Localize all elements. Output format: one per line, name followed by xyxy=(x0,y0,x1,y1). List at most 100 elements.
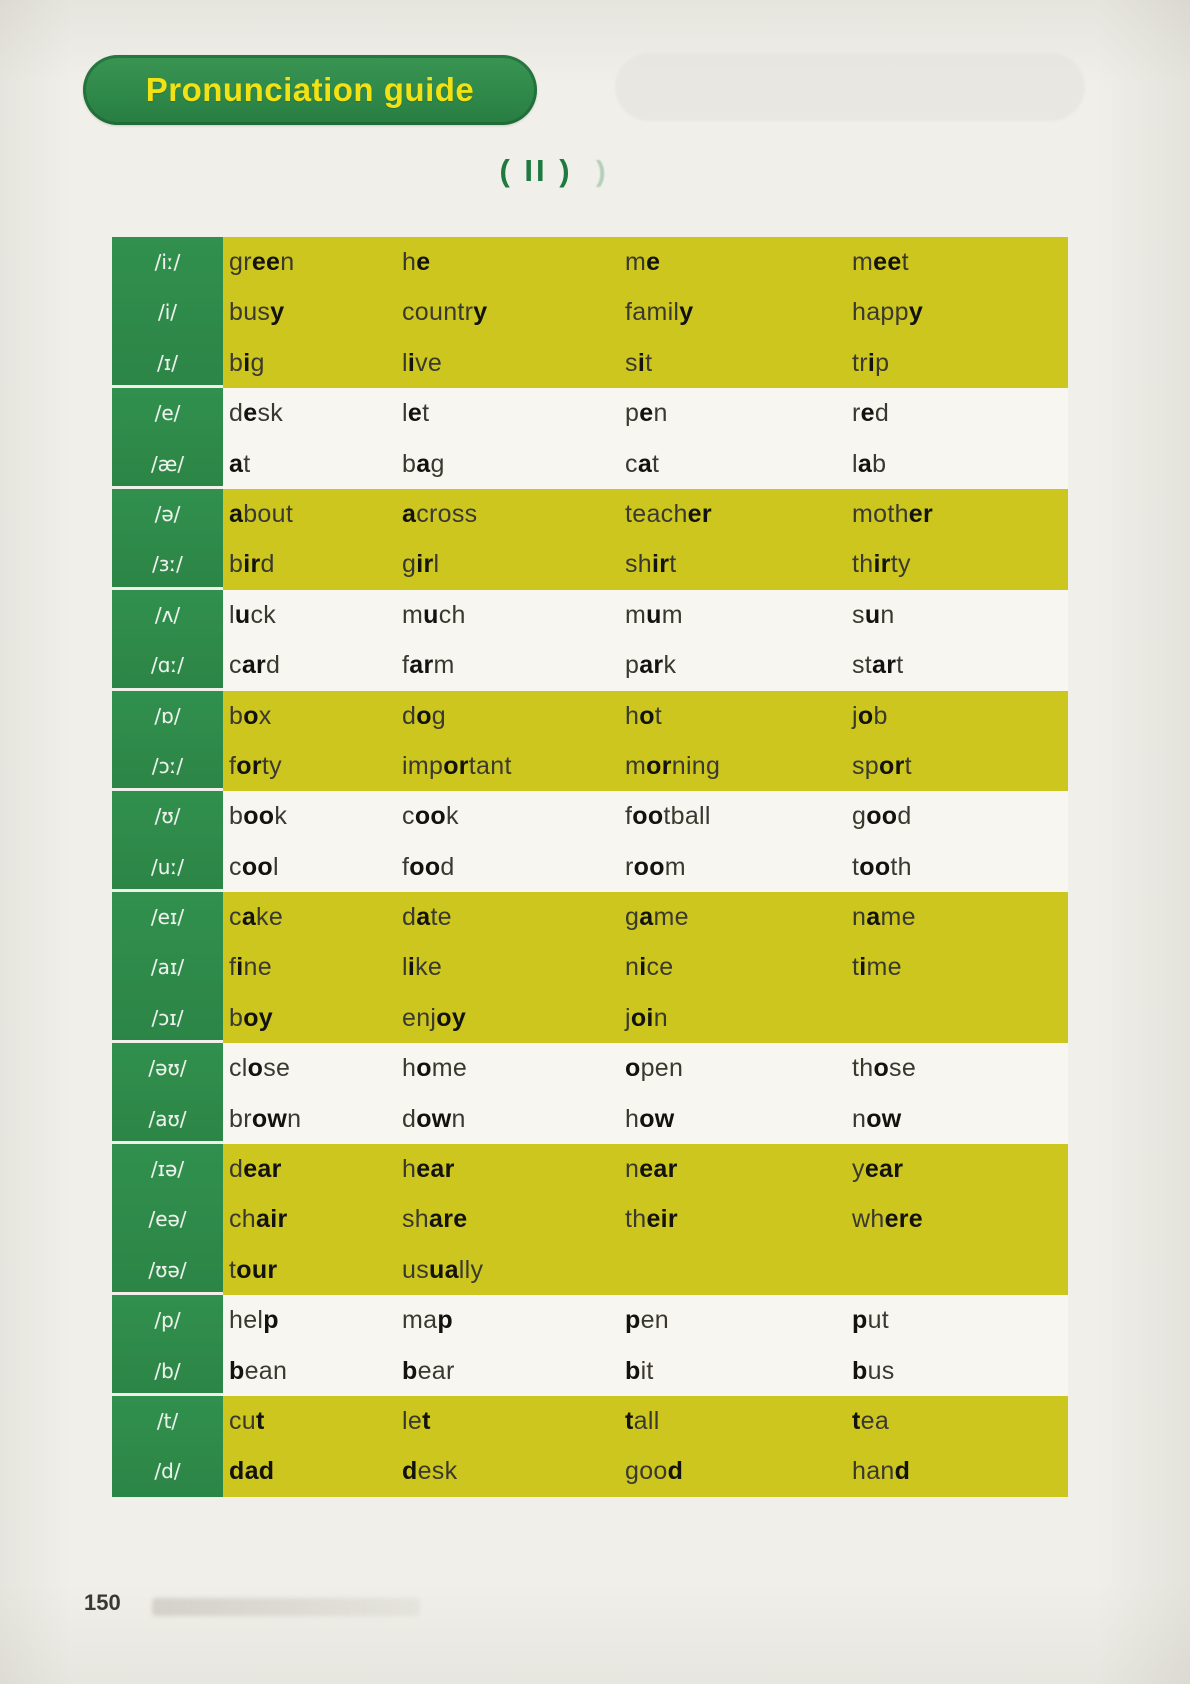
example-words-band: box dog hot job forty important morning sport xyxy=(223,690,1068,792)
example-words-band: cut let tall tea dad desk good hand xyxy=(223,1395,1068,1497)
example-word: bus xyxy=(852,1356,895,1385)
example-word: thirty xyxy=(852,550,911,579)
example-word: dog xyxy=(402,701,447,730)
phoneme-symbol: /ɔː/ xyxy=(151,753,184,778)
example-word: football xyxy=(625,802,711,831)
sound-group: /eɪ/ /aɪ/ /ɔɪ/cake date game name fine like nice… xyxy=(112,892,1068,1044)
example-word: bit xyxy=(625,1356,654,1385)
phoneme-symbol-column: /e/ /æ/ xyxy=(112,388,223,486)
example-words-band: desk let pen red at bag cat lab xyxy=(223,388,1068,489)
example-word: now xyxy=(852,1104,902,1133)
word-row: card farm park start xyxy=(223,640,1068,690)
phoneme-symbol: /e/ xyxy=(154,401,181,426)
example-word: food xyxy=(402,852,455,881)
phoneme-symbol: /t/ xyxy=(156,1408,179,1433)
show-through-text xyxy=(152,1598,420,1616)
example-word: sit xyxy=(625,348,653,377)
example-word: pen xyxy=(625,399,668,428)
example-word: teacher xyxy=(625,499,712,528)
example-word: big xyxy=(229,348,265,377)
example-word: dear xyxy=(229,1155,282,1184)
phoneme-symbol-column: /ʌ/ /ɑː/ xyxy=(112,589,223,688)
example-word: enjoy xyxy=(402,1003,467,1032)
phoneme-symbol: /aɪ/ xyxy=(150,955,185,980)
example-word: name xyxy=(852,903,916,932)
example-word: year xyxy=(852,1155,904,1184)
word-row: luck much mum sun xyxy=(223,590,1068,640)
phoneme-symbol-column: /p/ /b/ xyxy=(112,1295,223,1393)
example-word: red xyxy=(852,399,890,428)
phoneme-symbol: /ɪə/ xyxy=(150,1157,185,1182)
example-word: share xyxy=(402,1205,468,1234)
phoneme-symbol: /ʊ/ xyxy=(154,804,181,829)
word-row: fine like nice time xyxy=(223,942,1068,992)
example-word: sun xyxy=(852,600,895,629)
example-word: good xyxy=(852,802,912,831)
example-word: country xyxy=(402,298,488,327)
example-word: near xyxy=(625,1155,678,1184)
example-word: those xyxy=(852,1054,917,1083)
example-word: me xyxy=(625,248,661,276)
word-row: cool food room tooth xyxy=(223,842,1068,892)
example-word: bean xyxy=(229,1356,288,1385)
word-row: big live sit trip xyxy=(223,338,1068,388)
example-word: green xyxy=(229,248,295,276)
word-row: about across teacher mother xyxy=(223,489,1068,539)
sound-group: /iː/ /i/ /ɪ/green he me meet busy country family… xyxy=(112,237,1068,389)
sound-group: /e/ /æ/desk let pen red at bag cat lab xyxy=(112,388,1068,489)
phoneme-symbol-column: /ə/ /ɜː/ xyxy=(112,488,223,587)
word-row: brown down how now xyxy=(223,1094,1068,1144)
example-word: chair xyxy=(229,1205,288,1234)
example-word: bird xyxy=(229,550,275,579)
phoneme-symbol: /d/ xyxy=(154,1459,181,1484)
phoneme-symbol: /ɒ/ xyxy=(154,703,181,728)
example-word: box xyxy=(229,701,272,730)
example-word: home xyxy=(402,1054,468,1083)
example-word: start xyxy=(852,651,904,680)
example-word: important xyxy=(402,751,512,780)
phoneme-symbol-column: /iː/ /i/ /ɪ/ xyxy=(112,237,223,386)
phoneme-symbol: /p/ xyxy=(154,1308,181,1333)
show-through-paren: ) xyxy=(596,156,606,188)
example-word: pen xyxy=(625,1306,669,1335)
phoneme-symbol: /uː/ xyxy=(151,854,184,879)
phoneme-symbol: /ɑː/ xyxy=(151,653,184,678)
example-words-band: help map pen put bean bear bit bus xyxy=(223,1295,1068,1396)
word-row: busy country family happy xyxy=(223,287,1068,337)
example-word: room xyxy=(625,852,686,881)
example-word: mum xyxy=(625,600,683,629)
phoneme-symbol-column: /ɒ/ /ɔː/ xyxy=(112,690,223,789)
sound-group: /ʌ/ /ɑː/luck much mum sun card farm park start xyxy=(112,589,1068,691)
example-word: tooth xyxy=(852,852,912,881)
example-word: meet xyxy=(852,248,909,276)
word-row: at bag cat lab xyxy=(223,439,1068,489)
example-word: busy xyxy=(229,298,285,327)
word-row: close home open those xyxy=(223,1043,1068,1093)
example-word: morning xyxy=(625,751,721,780)
example-word: close xyxy=(229,1054,291,1083)
phoneme-symbol: /ɔɪ/ xyxy=(151,1005,184,1030)
word-row: help map pen put xyxy=(223,1295,1068,1345)
phoneme-symbol: /b/ xyxy=(154,1358,181,1383)
example-word: nice xyxy=(625,953,674,982)
example-word: good xyxy=(625,1457,684,1486)
phoneme-symbol: /eə/ xyxy=(148,1207,187,1232)
example-word: about xyxy=(229,499,294,528)
example-word: trip xyxy=(852,348,890,377)
example-word: tall xyxy=(625,1406,660,1435)
example-word: put xyxy=(852,1306,890,1335)
example-word: he xyxy=(402,248,431,276)
example-word: hear xyxy=(402,1155,455,1184)
word-row: dear hear near year xyxy=(223,1144,1068,1194)
word-row: box dog hot job xyxy=(223,691,1068,741)
word-row: green he me meet xyxy=(223,237,1068,287)
example-word: hand xyxy=(852,1457,911,1486)
example-word: desk xyxy=(402,1457,458,1486)
example-word: bear xyxy=(402,1356,455,1385)
phoneme-symbol-column: /eɪ/ /aɪ/ /ɔɪ/ xyxy=(112,892,223,1041)
sound-group: /əʊ/ /aʊ/close home open those brown down how no… xyxy=(112,1043,1068,1145)
word-row: desk let pen red xyxy=(223,388,1068,438)
pronunciation-table: /iː/ /i/ /ɪ/green he me meet busy country family… xyxy=(112,237,1068,1497)
phoneme-symbol-column: /ɪə/ /eə/ /ʊə/ xyxy=(112,1144,223,1293)
example-word: let xyxy=(402,1406,431,1435)
